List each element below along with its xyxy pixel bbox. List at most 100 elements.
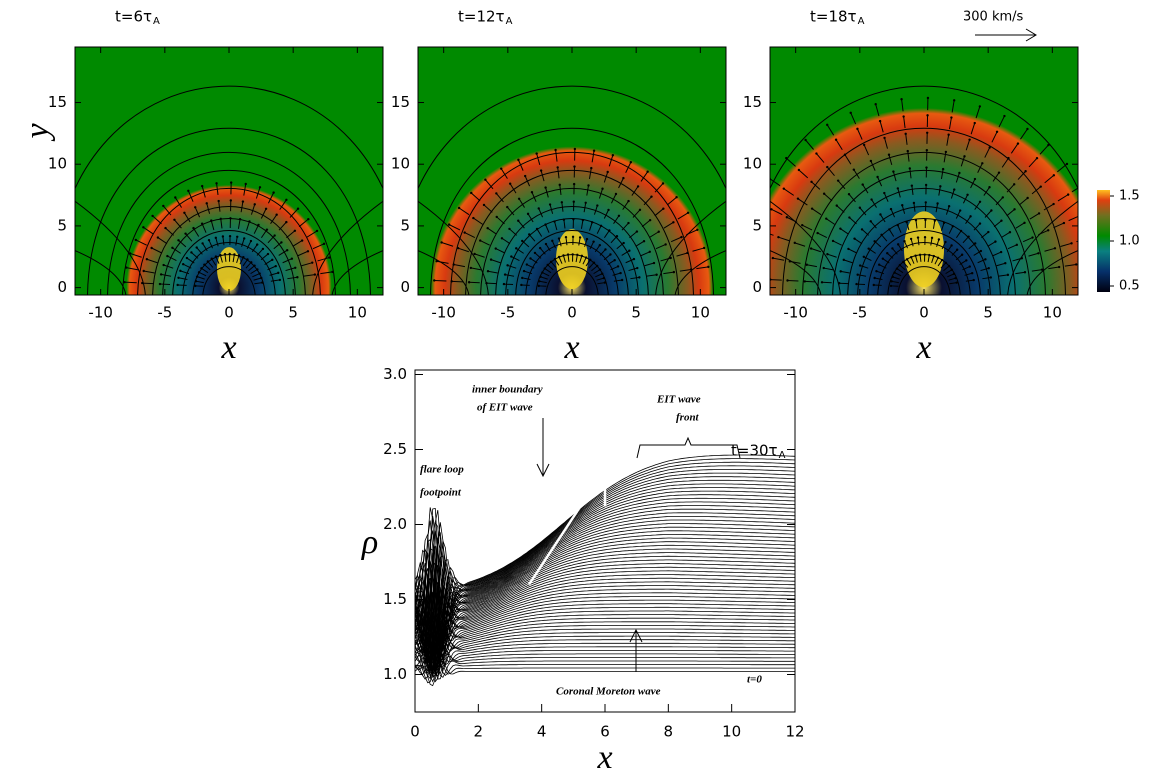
arrow-head	[522, 269, 526, 273]
arrow-head	[847, 193, 851, 196]
velocity-arrow	[890, 208, 896, 218]
arrow-head	[770, 208, 773, 211]
velocity-arrow	[625, 258, 635, 264]
velocity-arrow	[596, 277, 604, 281]
arrow-head	[523, 174, 527, 178]
arrow-head	[590, 221, 594, 224]
density-curve	[415, 628, 795, 677]
velocity-arrow	[518, 198, 525, 208]
density-curve	[415, 505, 795, 653]
arrow-head	[194, 284, 197, 288]
arrow-head	[632, 257, 636, 261]
velocity-arrow	[948, 117, 952, 130]
arrow-head	[560, 201, 564, 204]
velocity-arrow	[977, 163, 983, 173]
velocity-arrow	[649, 231, 659, 238]
arrow-head	[572, 200, 575, 203]
velocity-arrow	[874, 240, 882, 248]
velocity-arrow	[618, 177, 624, 189]
arrow-head	[900, 98, 903, 101]
arrow-head	[456, 246, 460, 250]
velocity-arrow	[464, 232, 476, 239]
arrow-head	[171, 246, 174, 250]
arrow-head	[858, 264, 862, 267]
density-curve	[415, 570, 795, 658]
velocity-arrow	[193, 227, 200, 237]
field-line	[817, 169, 1031, 295]
velocity-arrow	[517, 159, 524, 171]
arrow-head	[1039, 185, 1042, 188]
field-line	[505, 218, 639, 295]
y-tick-label: 5	[57, 216, 67, 234]
velocity-arrow	[1053, 222, 1065, 229]
y-tick-label: 1.5	[383, 590, 407, 608]
arrow-head	[689, 268, 693, 271]
velocity-arrow	[856, 128, 863, 140]
velocity-arrow	[527, 213, 534, 223]
arrow-head	[816, 231, 819, 235]
arrow-head	[517, 158, 520, 162]
arrow-head	[564, 235, 568, 239]
arrow-head	[1052, 202, 1055, 206]
velocity-arrow	[880, 214, 886, 223]
velocity-arrow	[911, 185, 914, 196]
arrow-head	[950, 268, 953, 272]
arrow-head	[826, 165, 829, 169]
arrow-head	[1037, 252, 1040, 255]
arrow-head	[896, 243, 900, 246]
y-tick-label: 10	[48, 155, 67, 173]
velocity-arrow	[840, 228, 849, 235]
velocity-arrow	[1038, 229, 1049, 236]
arrow-head	[953, 188, 956, 191]
arrow-head	[923, 236, 927, 239]
arrow-head	[810, 180, 813, 184]
arrow-head	[499, 167, 503, 170]
velocity-arrow	[495, 248, 505, 254]
arrow-head	[669, 256, 672, 260]
field-line	[75, 85, 383, 191]
velocity-arrow	[646, 274, 657, 277]
arrow-head	[614, 192, 618, 196]
arrow-head	[181, 263, 185, 266]
velocity-arrow	[557, 167, 560, 179]
velocity-arrow	[505, 274, 515, 277]
arrow-head	[782, 187, 786, 190]
arrow-head	[601, 187, 604, 190]
velocity-arrow	[984, 147, 991, 158]
velocity-arrow	[853, 169, 860, 179]
velocity-arrow	[242, 259, 248, 267]
velocity-arrow	[871, 199, 877, 208]
arrow-head	[843, 153, 847, 156]
arrow-head	[950, 244, 953, 247]
arrow-head	[883, 191, 886, 195]
field-line	[770, 200, 841, 295]
velocity-arrow	[517, 220, 525, 229]
velocity-arrow	[470, 267, 482, 271]
velocity-arrow	[1060, 242, 1072, 247]
arrow-head	[1053, 247, 1057, 250]
velocity-arrow	[165, 227, 175, 236]
velocity-arrow	[545, 224, 550, 233]
arrow-head	[771, 256, 775, 260]
density-curve	[415, 648, 795, 680]
velocity-arrow	[594, 244, 601, 253]
velocity-arrow	[945, 206, 950, 215]
velocity-arrow	[897, 224, 902, 233]
label-subscript: A	[779, 450, 786, 461]
field-line	[832, 187, 1016, 295]
density-curve	[415, 646, 795, 678]
density-curve	[415, 523, 795, 657]
density-field	[430, 146, 714, 295]
velocity-arrow	[905, 133, 908, 145]
arrow-head	[1000, 219, 1003, 222]
x-tick-label: 0	[919, 304, 929, 322]
velocity-arrow	[500, 168, 508, 179]
arrow-head	[150, 246, 153, 250]
velocity-arrow	[629, 231, 638, 239]
arrow-head	[604, 248, 607, 251]
arrow-head	[886, 252, 889, 255]
arrow-head	[1007, 156, 1010, 160]
velocity-arrow	[955, 210, 961, 219]
arrow-head	[1087, 237, 1089, 239]
arrow-head	[861, 183, 864, 186]
